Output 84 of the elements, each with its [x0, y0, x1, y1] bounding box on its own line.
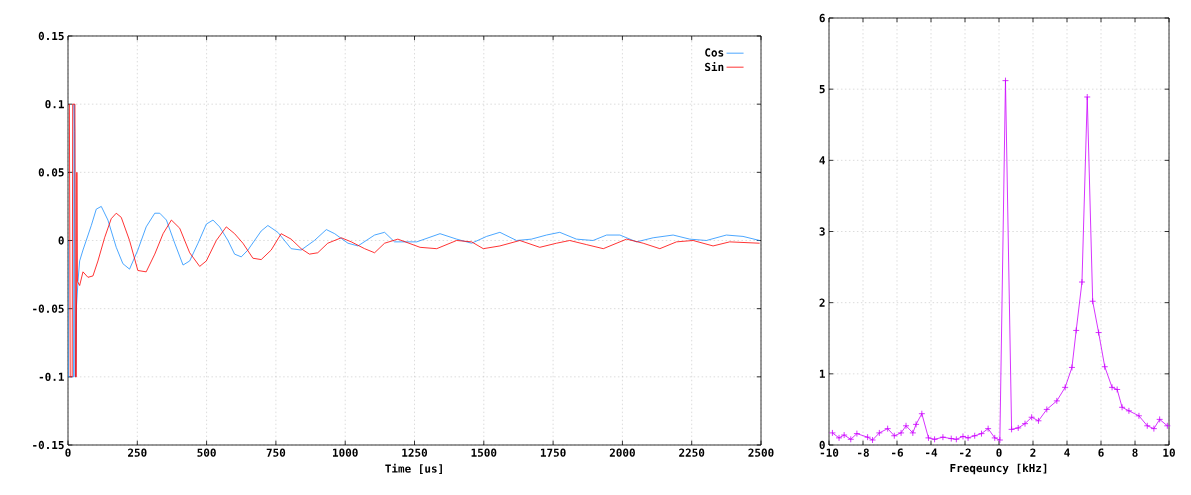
point — [952, 435, 960, 443]
x-tick-label: -8 — [858, 448, 869, 457]
point — [925, 434, 932, 442]
point — [1021, 420, 1029, 428]
point — [835, 434, 843, 442]
x-tick-label: 0 — [65, 448, 71, 457]
point — [1118, 403, 1126, 411]
x-axis-title: Time [us] — [385, 463, 442, 474]
y-tick-label: -0.15 — [33, 440, 64, 450]
point — [1101, 363, 1109, 371]
point — [918, 410, 926, 418]
point — [947, 435, 955, 442]
legend-label: Cos — [705, 48, 724, 57]
x-tick-label: 1000 — [333, 448, 358, 457]
point — [1053, 397, 1061, 405]
point — [1061, 383, 1069, 391]
point — [1089, 297, 1097, 305]
x-tick-label: 6 — [1098, 448, 1104, 457]
x-tick-label: 0 — [996, 448, 1002, 457]
point — [902, 422, 910, 430]
x-tick-label: -4 — [926, 448, 938, 457]
point — [1156, 415, 1164, 423]
x-tick-label: 4 — [1064, 448, 1070, 457]
y-tick-label: 0 — [58, 236, 64, 245]
x-tick-label: 1750 — [540, 448, 566, 457]
point — [909, 429, 917, 437]
y-tick-label: 2 — [819, 298, 825, 307]
x-tick-label: 1250 — [402, 448, 428, 457]
y-tick-label: -0.05 — [33, 304, 64, 313]
x-tick-label: 8 — [1132, 448, 1138, 457]
point — [939, 433, 947, 441]
point — [1083, 93, 1091, 101]
point — [897, 429, 905, 437]
x-tick-label: -6 — [892, 448, 904, 457]
point — [1068, 364, 1076, 371]
y-tick-label: 0.05 — [38, 168, 64, 177]
point — [1028, 413, 1036, 421]
point — [1135, 412, 1143, 420]
point — [931, 435, 938, 443]
point — [890, 432, 898, 440]
point — [829, 429, 836, 437]
y-tick-label: 5 — [819, 85, 825, 94]
y-tick-label: 0 — [819, 440, 825, 450]
x-tick-label: -2 — [960, 448, 971, 457]
point — [1143, 422, 1151, 430]
x-tick-label: 1500 — [471, 448, 497, 457]
point — [1078, 278, 1086, 286]
x-tick-label: 2 — [1030, 448, 1036, 457]
point — [1014, 424, 1022, 432]
x-tick-label: 500 — [197, 448, 216, 457]
point — [971, 432, 979, 440]
x-tick-label: 2250 — [679, 448, 705, 457]
x-tick-label: -10 — [820, 448, 839, 457]
y-tick-label: 4 — [819, 156, 825, 165]
x-tick-label: 2000 — [609, 448, 635, 457]
y-tick-label: 0.15 — [38, 31, 64, 41]
point — [1125, 407, 1133, 415]
x-tick-label: 10 — [1163, 448, 1175, 457]
point — [884, 425, 892, 433]
point — [847, 435, 855, 443]
point — [853, 430, 861, 437]
point — [1043, 406, 1051, 413]
y-tick-label: -0.1 — [39, 372, 64, 381]
point — [1008, 425, 1015, 433]
point — [912, 420, 920, 428]
x-axis-title: Freqeuncy [kHz] — [950, 463, 1047, 475]
x-tick-label: 750 — [266, 448, 286, 457]
point — [1095, 329, 1103, 336]
point — [840, 431, 848, 439]
y-tick-label: 3 — [819, 227, 825, 236]
point — [1163, 422, 1171, 430]
y-tick-label: 6 — [819, 13, 825, 23]
y-tick-label: 0.1 — [45, 100, 64, 109]
point — [1002, 77, 1009, 85]
point — [1150, 425, 1158, 433]
x-tick-label: 2500 — [748, 448, 774, 457]
point — [984, 425, 992, 433]
point — [978, 430, 985, 437]
y-tick-label: 1 — [819, 369, 825, 378]
x-tick-label: 250 — [128, 448, 147, 457]
legend-label: Sin — [705, 61, 724, 72]
point — [875, 429, 883, 437]
point — [1035, 417, 1042, 425]
point — [1072, 327, 1080, 334]
